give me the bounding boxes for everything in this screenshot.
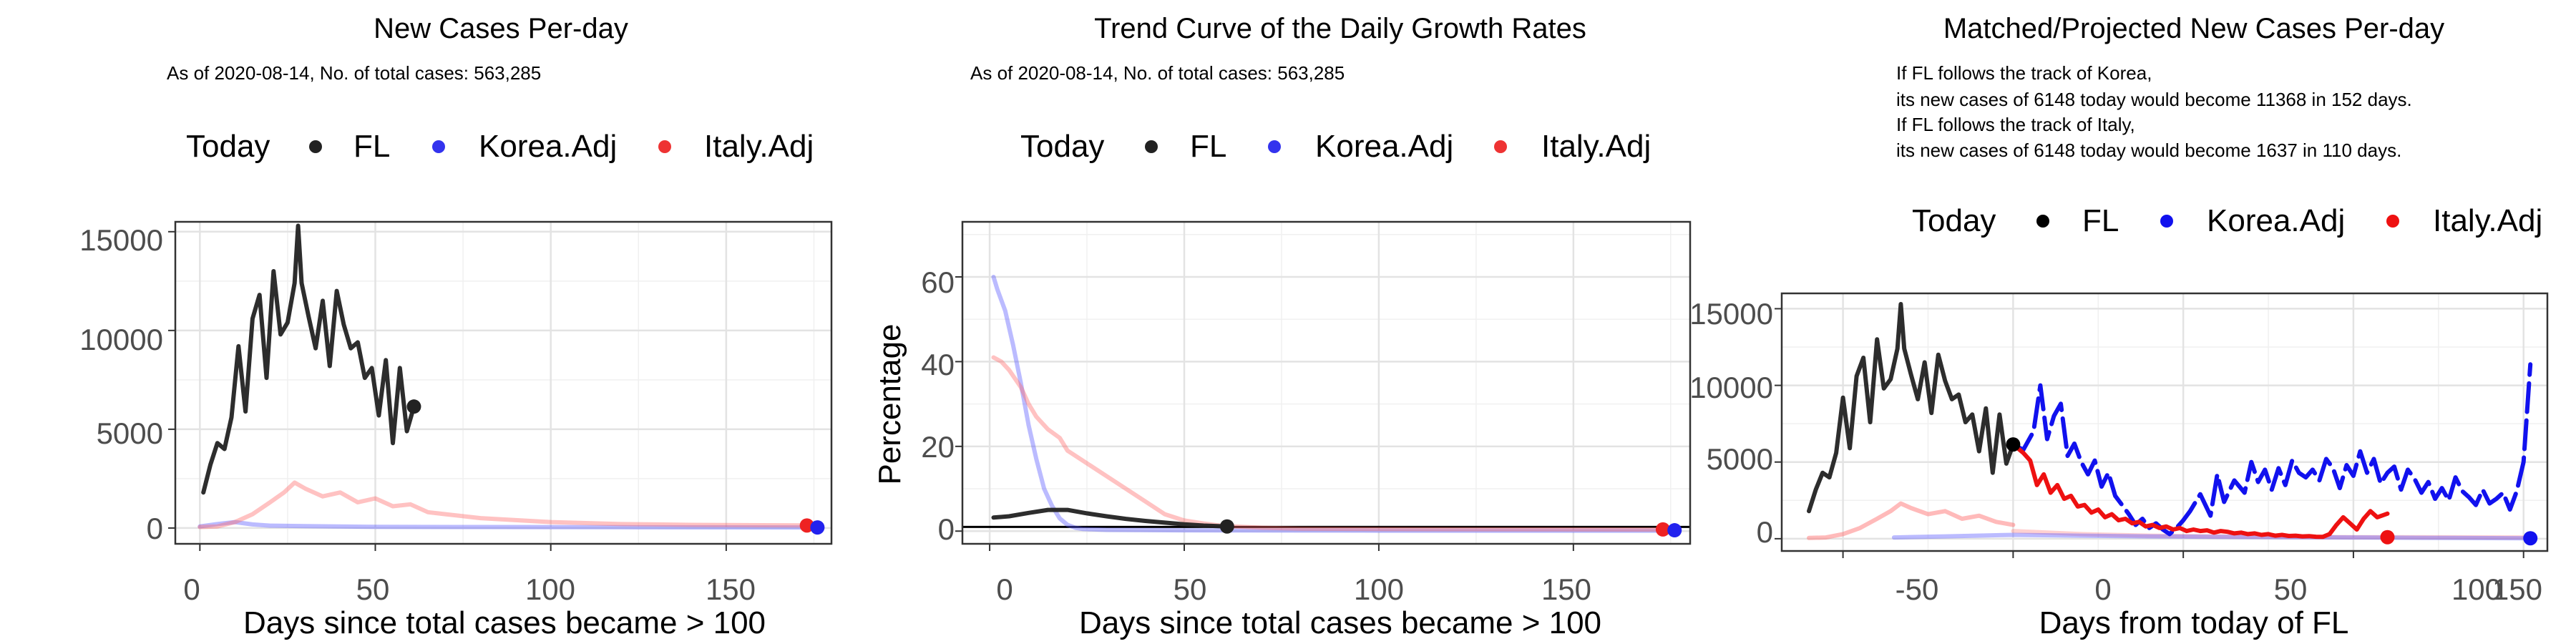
legend-key-korea <box>2160 215 2173 228</box>
y-tick-label: 40 <box>921 348 955 381</box>
y-tick-label: 10000 <box>79 323 163 356</box>
today-point-italy-adj <box>2380 530 2395 545</box>
annotation-line: If FL follows the track of Korea, <box>1896 62 2152 84</box>
legend-key-italy <box>1494 140 1507 153</box>
y-tick-labels: 15000 10000 5000 0 <box>1689 297 1773 549</box>
legend-key-fl <box>1145 140 1158 153</box>
series-line-fl <box>991 507 1229 529</box>
y-tick-labels: 15000 10000 5000 0 <box>79 223 163 545</box>
series-line-korea-adj-projected <box>2011 362 2533 537</box>
annotation-block: If FL follows the track of Korea, its ne… <box>1896 62 2412 161</box>
panel-growth-rates: Trend Curve of the Daily Growth Rates As… <box>872 13 1651 640</box>
x-tick-labels: 0 50 100 150 <box>183 572 756 606</box>
plot-areas <box>168 220 2549 558</box>
series-line-korea-adj <box>991 275 1677 533</box>
legend-label-fl: FL <box>1190 129 1226 164</box>
y-tick-label: 5000 <box>1707 442 1773 476</box>
chart-title: New Cases Per-day <box>374 13 628 44</box>
legend-key-korea <box>1268 140 1281 153</box>
legend-label-korea: Korea.Adj <box>2207 203 2345 238</box>
y-tick-label: 20 <box>921 430 955 464</box>
x-tick-label: 50 <box>356 572 390 606</box>
legend: Today FL Korea.Adj Italy.Adj <box>186 129 814 164</box>
x-tick-label: 50 <box>2274 572 2308 606</box>
plot-border <box>961 220 1692 545</box>
series-line-korea-adj-history <box>1891 532 2533 541</box>
today-point-korea-adj <box>1667 523 1682 538</box>
x-tick-label: 150 <box>2492 572 2542 606</box>
today-point-fl <box>1219 519 1234 534</box>
x-tick-label: 0 <box>183 572 200 606</box>
plot-area-1 <box>168 220 833 551</box>
x-axis-title: Days since total cases became > 100 <box>243 605 766 640</box>
y-axis-title: Percentage <box>872 323 907 484</box>
today-point-fl <box>2006 437 2021 452</box>
legend-key-fl <box>309 140 322 153</box>
chart-subtitle: As of 2020-08-14, No. of total cases: 56… <box>970 62 1345 84</box>
today-point-korea-adj <box>2523 531 2538 546</box>
plot-area-2 <box>955 220 1692 551</box>
x-tick-label: 150 <box>1541 572 1591 606</box>
legend-key-italy <box>2386 215 2399 228</box>
x-tick-label: 100 <box>2451 572 2502 606</box>
legend-label-fl: FL <box>2082 203 2119 238</box>
legend-label-korea: Korea.Adj <box>479 129 617 164</box>
legend-label-korea: Korea.Adj <box>1315 129 1453 164</box>
x-tick-label: 50 <box>1174 572 1207 606</box>
series-line-italy-adj <box>991 355 1665 532</box>
series-line-fl <box>201 223 416 495</box>
legend-key-italy <box>658 140 671 153</box>
series-line-italy-adj-history <box>1807 501 2016 540</box>
legend-key-fl <box>2036 215 2049 228</box>
series-line-italy-adj-projected <box>2011 442 2390 540</box>
plot-border <box>174 220 833 545</box>
x-tick-label: -50 <box>1896 572 1939 606</box>
chart-subtitle: As of 2020-08-14, No. of total cases: 56… <box>167 62 541 84</box>
annotation-line: If FL follows the track of Italy, <box>1896 114 2135 135</box>
legend-title: Today <box>1020 129 1104 164</box>
x-tick-label: 0 <box>2094 572 2111 606</box>
x-axis-title: Days from today of FL <box>2039 605 2349 640</box>
y-tick-label: 0 <box>938 512 955 546</box>
x-tick-label: 100 <box>525 572 575 606</box>
today-point-fl <box>406 399 421 414</box>
y-tick-label: 10000 <box>1689 371 1773 404</box>
legend-title: Today <box>1912 203 1996 238</box>
x-tick-label: 0 <box>996 572 1013 606</box>
panel-new-cases: New Cases Per-day As of 2020-08-14, No. … <box>79 13 814 640</box>
annotation-line: its new cases of 6148 today would become… <box>1896 89 2412 110</box>
annotation-line: its new cases of 6148 today would become… <box>1896 140 2401 161</box>
y-tick-label: 15000 <box>79 223 163 257</box>
legend-key-korea <box>432 140 445 153</box>
legend-label-italy: Italy.Adj <box>704 129 814 164</box>
x-tick-labels: 0 50 100 150 <box>996 572 1591 606</box>
series-line-italy-adj <box>197 480 809 530</box>
chart-title: Trend Curve of the Daily Growth Rates <box>1094 13 1586 44</box>
series-line-fl <box>1807 302 2016 514</box>
x-tick-label: 100 <box>1354 572 1404 606</box>
y-tick-label: 60 <box>921 265 955 299</box>
today-point-korea-adj <box>810 520 825 535</box>
chart-title: Matched/Projected New Cases Per-day <box>1943 13 2444 44</box>
y-tick-labels: 60 40 20 0 <box>921 265 955 546</box>
panel-projected-cases: Matched/Projected New Cases Per-day If F… <box>1689 13 2542 640</box>
plot-border <box>1780 292 2549 552</box>
plot-area-3 <box>1775 292 2549 558</box>
x-axis-title: Days since total cases became > 100 <box>1079 605 1601 640</box>
today-point-italy-adj <box>1655 522 1670 537</box>
series-line-korea-adj <box>197 519 820 530</box>
legend-label-italy: Italy.Adj <box>1541 129 1651 164</box>
y-tick-label: 0 <box>1757 515 1773 549</box>
legend-label-fl: FL <box>353 129 390 164</box>
x-tick-labels: -50 0 50 100 150 <box>1896 572 2542 606</box>
legend: Today FL Korea.Adj Italy.Adj <box>1020 129 1651 164</box>
legend-title: Today <box>186 129 270 164</box>
legend: Today FL Korea.Adj Italy.Adj <box>1912 203 2542 238</box>
x-tick-label: 150 <box>706 572 756 606</box>
legend-label-italy: Italy.Adj <box>2433 203 2542 238</box>
y-tick-label: 0 <box>147 512 163 545</box>
y-tick-label: 5000 <box>97 416 163 450</box>
y-tick-label: 15000 <box>1689 297 1773 331</box>
